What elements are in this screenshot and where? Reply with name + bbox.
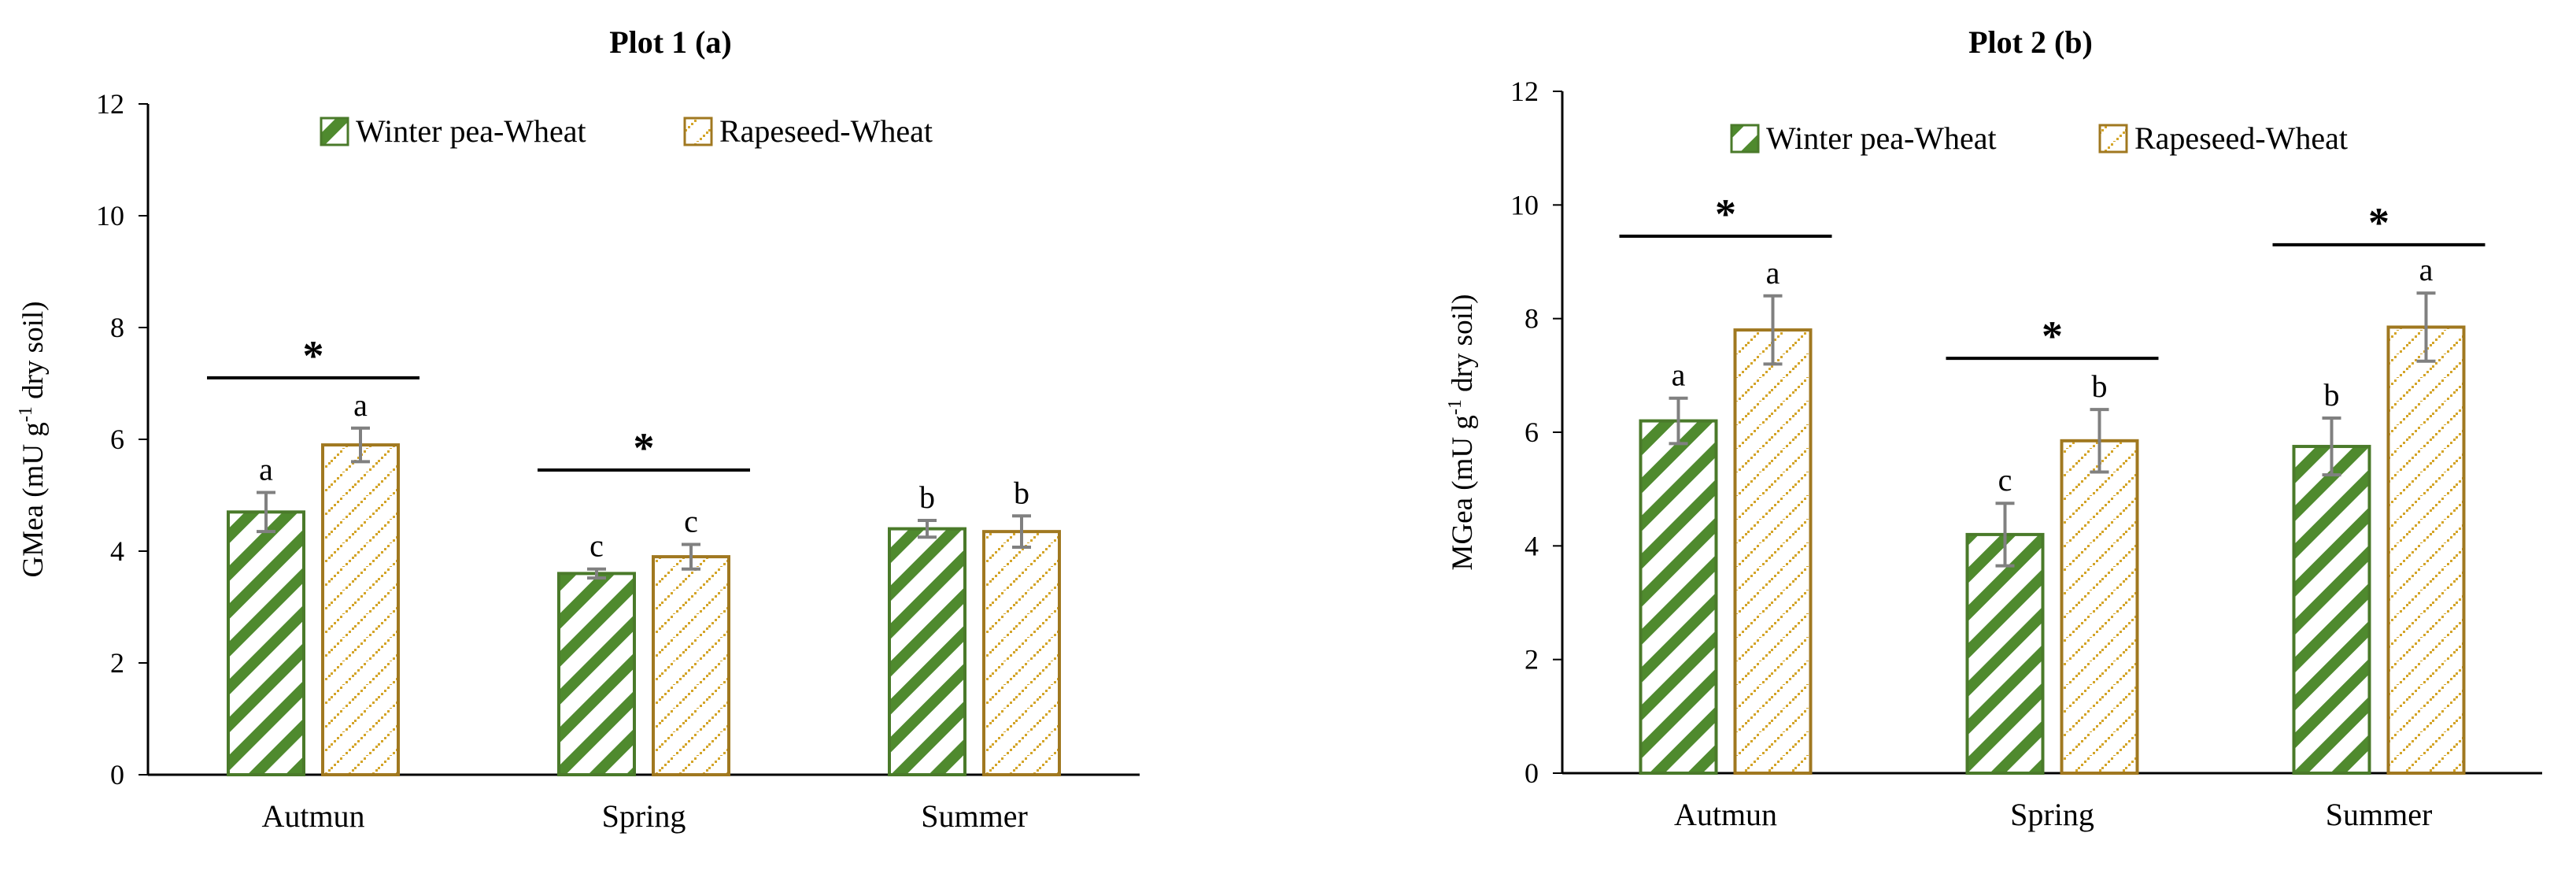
y-tick-label: 6	[110, 424, 124, 455]
significance-asterisk: *	[2368, 199, 2389, 246]
significance-asterisk: *	[2042, 313, 2063, 360]
significance-letter: a	[1672, 357, 1686, 393]
y-axis-title-superscript: -1	[16, 406, 36, 422]
legend-label: Winter pea-Wheat	[1766, 120, 1997, 156]
significance-letter: b	[2092, 368, 2108, 404]
significance-asterisk: *	[1715, 191, 1736, 238]
y-tick-label: 12	[1510, 76, 1539, 107]
legend-swatch	[2098, 124, 2128, 154]
legend-label: Rapeseed-Wheat	[719, 113, 933, 149]
significance-asterisk: *	[303, 332, 324, 379]
x-category-label: Spring	[602, 798, 686, 834]
legend-label: Rapeseed-Wheat	[2134, 120, 2348, 156]
y-axis-title-superscript: -1	[1445, 399, 1465, 415]
bar	[2060, 439, 2139, 775]
x-category-label: Spring	[2010, 797, 2094, 832]
bar	[1639, 419, 1718, 775]
y-tick-label: 8	[1525, 303, 1539, 335]
y-axis-title: MGea (mU g-1 dry soil)	[1445, 294, 1479, 571]
y-tick-label: 2	[1525, 644, 1539, 676]
chart-title: Plot 1 (a)	[609, 24, 732, 60]
significance-letter: a	[353, 387, 368, 423]
y-axis-title-tail: dry soil)	[1447, 294, 1479, 400]
x-category-label: Autmun	[1674, 797, 1777, 832]
x-category-label: Summer	[2326, 797, 2433, 832]
y-axis-title-tail: dry soil)	[17, 302, 50, 407]
legend-swatch	[683, 117, 713, 146]
legend-swatch	[1730, 124, 1760, 154]
bar	[888, 527, 966, 776]
y-axis-title-main: MGea (mU g	[1447, 415, 1479, 570]
legend-swatch	[320, 117, 349, 146]
significance-letter: c	[589, 528, 604, 564]
chart-title: Plot 2 (b)	[1968, 24, 2093, 60]
bar	[2386, 325, 2466, 776]
y-tick-label: 6	[1525, 416, 1539, 448]
y-tick-label: 2	[110, 647, 124, 679]
bar	[557, 572, 636, 777]
significance-letter: a	[1766, 255, 1780, 291]
significance-letter: b	[919, 479, 935, 515]
y-tick-label: 4	[110, 535, 124, 567]
bar	[1733, 328, 1813, 776]
y-tick-label: 8	[110, 312, 124, 343]
significance-letter: b	[1014, 475, 1029, 510]
bar	[2292, 445, 2371, 776]
significance-letter: b	[2324, 377, 2340, 413]
bar	[227, 510, 305, 776]
y-axis-title: GMea (mU g-1 dry soil)	[16, 302, 50, 578]
bar	[652, 555, 730, 776]
significance-letter: c	[684, 503, 698, 539]
significance-asterisk: *	[634, 424, 655, 472]
x-category-label: Summer	[921, 798, 1028, 834]
bar	[982, 530, 1061, 777]
y-tick-label: 12	[96, 88, 124, 120]
y-tick-label: 4	[1525, 530, 1539, 561]
significance-letter: a	[259, 451, 273, 487]
chart-plot-2: Plot 2 (b) MGea (mU g-1 dry soil) 0 2 4 6 8 10 1…	[1445, 24, 2542, 832]
legend-label: Winter pea-Wheat	[356, 113, 586, 149]
significance-letter: a	[2419, 252, 2434, 287]
y-axis-title-main: GMea (mU g	[17, 422, 50, 577]
y-tick-label: 10	[96, 200, 124, 231]
x-category-label: Autmun	[261, 798, 364, 834]
chart-plot-1: Plot 1 (a) GMea (mU g-1 dry soil) 0 2 4 6 8 10 1…	[16, 24, 1140, 834]
significance-letter: c	[1998, 462, 2012, 498]
y-tick-label: 0	[1525, 757, 1539, 789]
bar	[321, 443, 400, 776]
y-tick-label: 10	[1510, 189, 1539, 220]
y-tick-label: 0	[110, 759, 124, 790]
bar	[1965, 532, 2045, 776]
